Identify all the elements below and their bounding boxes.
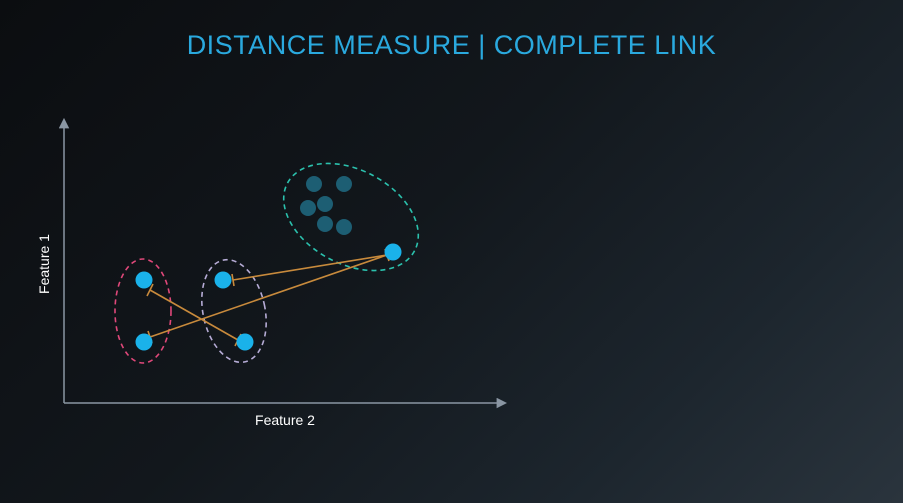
cluster-outline-pink (114, 258, 172, 364)
link-cap (146, 283, 154, 297)
point-lavender-upper (214, 271, 232, 289)
link-line-lavender-to-teal (232, 254, 388, 281)
point-pink-lower (135, 333, 153, 351)
point-lavender-lower (236, 333, 254, 351)
point-teal-muted (336, 219, 352, 235)
cluster-outline-teal (282, 162, 420, 272)
x-axis-label: Feature 2 (255, 412, 315, 428)
slide-title: DISTANCE MEASURE | COMPLETE LINK (186, 30, 717, 60)
cluster-outline-lavender (201, 258, 267, 364)
point-teal-muted (306, 176, 322, 192)
point-teal-muted (300, 200, 316, 216)
point-teal-muted (317, 216, 333, 232)
link-cap (231, 273, 235, 287)
link-line-pink-to-lavender (149, 289, 239, 341)
point-teal-active (384, 243, 402, 261)
point-teal-muted (317, 196, 333, 212)
y-axis-label: Feature 1 (36, 234, 52, 294)
link-line-pink-to-teal (149, 254, 388, 338)
point-pink-upper (135, 271, 153, 289)
point-teal-muted (336, 176, 352, 192)
link-lines (146, 248, 390, 347)
